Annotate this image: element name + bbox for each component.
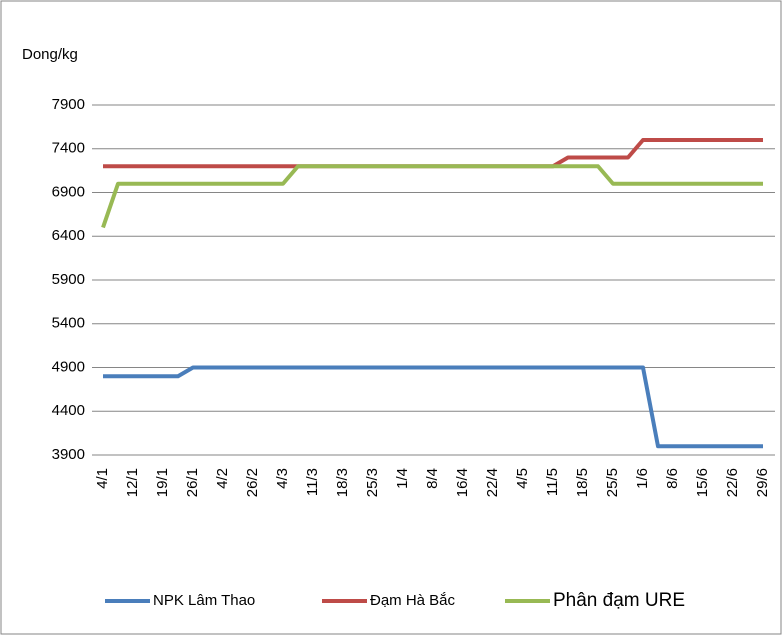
- x-tick-label: 11/5: [544, 468, 561, 496]
- series-line: [103, 365, 763, 449]
- y-tick-label: 3900: [52, 446, 85, 463]
- y-tick-label: 7400: [52, 140, 85, 157]
- x-tick-label: 29/6: [754, 468, 771, 497]
- legend-label: NPK Lâm Thao: [153, 592, 255, 609]
- x-tick-label: 25/3: [364, 468, 381, 497]
- y-tick-label: 5400: [52, 315, 85, 332]
- y-tick-label: 6400: [52, 227, 85, 244]
- x-tick-label: 4/2: [214, 468, 231, 489]
- y-tick-label: 7900: [52, 96, 85, 113]
- y-tick-label: 4400: [52, 402, 85, 419]
- x-tick-label: 12/1: [124, 468, 141, 497]
- x-tick-label: 25/5: [604, 468, 621, 497]
- x-tick-label: 19/1: [154, 468, 171, 497]
- x-tick-label: 16/4: [454, 468, 471, 497]
- series-line: [101, 164, 763, 229]
- x-tick-label: 4/3: [274, 468, 291, 489]
- y-tick-label: 4900: [52, 358, 85, 375]
- x-tick-label: 4/5: [514, 468, 531, 489]
- x-tick-label: 22/4: [484, 468, 501, 497]
- legend-label: Đạm Hà Bắc: [370, 592, 456, 609]
- x-tick-label: 1/6: [634, 468, 651, 489]
- y-tick-label: 6900: [52, 183, 85, 200]
- x-tick-label: 26/1: [184, 468, 201, 497]
- x-tick-label: 18/3: [334, 468, 351, 497]
- y-axis-label: Dong/kg: [22, 46, 78, 63]
- x-tick-label: 4/1: [94, 468, 111, 489]
- x-tick-label: 8/6: [664, 468, 681, 489]
- x-tick-label: 1/4: [394, 468, 411, 489]
- x-tick-label: 22/6: [724, 468, 741, 497]
- x-tick-label: 15/6: [694, 468, 711, 497]
- x-tick-label: 11/3: [304, 468, 321, 496]
- x-tick-label: 8/4: [424, 468, 441, 489]
- x-tick-label: 26/2: [244, 468, 261, 497]
- y-tick-label: 5900: [52, 271, 85, 288]
- x-tick-label: 18/5: [574, 468, 591, 497]
- legend-label: Phân đạm URE: [553, 590, 685, 611]
